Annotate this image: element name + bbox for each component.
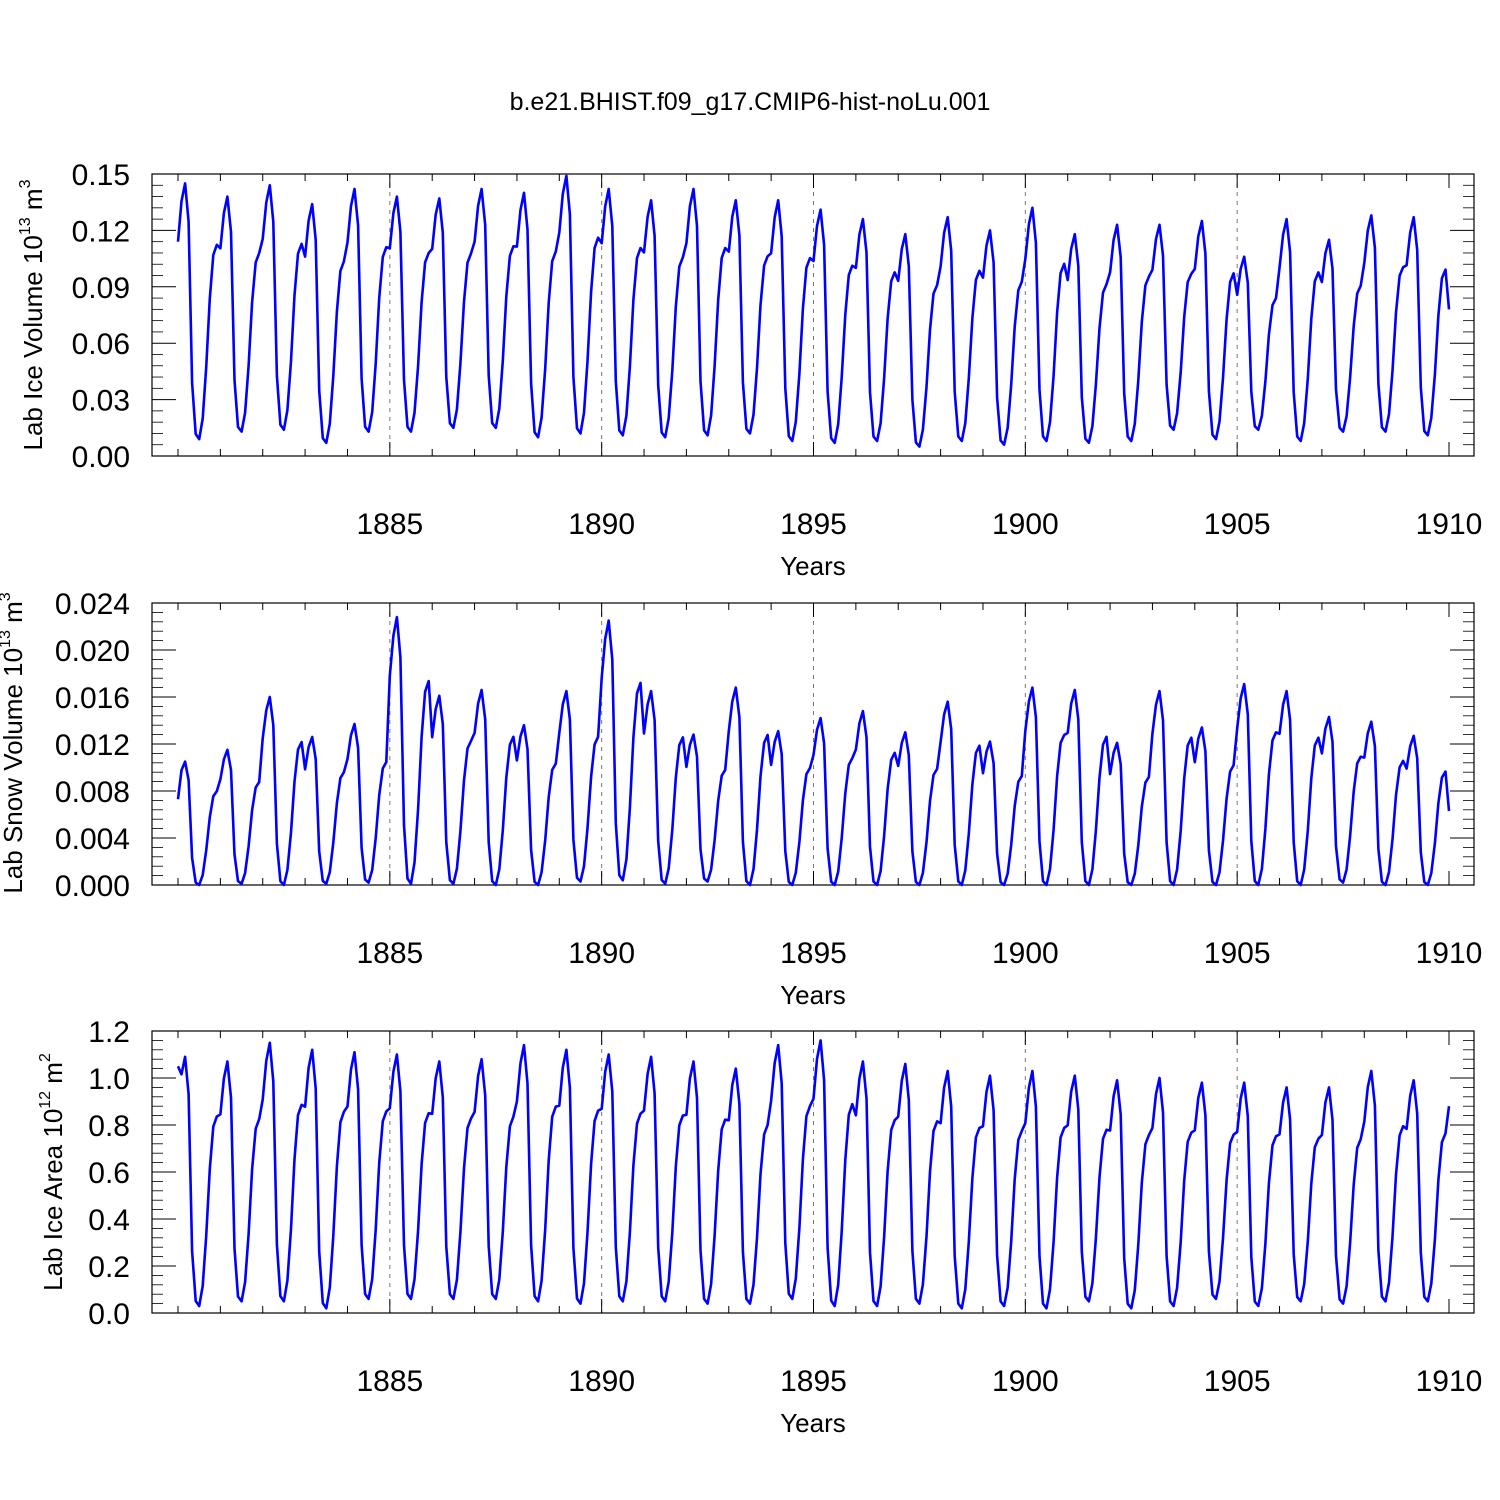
panel-ice-area-ylabel-exponent: 12	[37, 1091, 54, 1109]
panel-snow-volume-series-line	[176, 615, 1451, 887]
panel-ice-volume-xlabel: Years	[780, 551, 846, 581]
panel-ice-area-y-tick-label: 1.2	[88, 1016, 130, 1049]
panel-snow-volume-y-tick-label: 0.000	[55, 870, 130, 903]
panel-ice-area-series-line	[176, 1039, 1451, 1310]
panel-snow-volume-x-tick-label: 1890	[568, 937, 635, 970]
panel-ice-area-y-tick-label: 0.2	[88, 1251, 130, 1284]
panel-ice-area-y-tick-label: 1.0	[88, 1063, 130, 1096]
panel-snow-volume-ylabel-exponent: 13	[0, 630, 14, 648]
svg-text:Lab Snow Volume 1013 m3: Lab Snow Volume 1013 m3	[0, 592, 28, 893]
panel-ice-area-x-tick-label: 1885	[356, 1365, 423, 1398]
panel-snow-volume-y-tick-label: 0.012	[55, 729, 130, 762]
panel-ice-volume-x-tick-label: 1885	[356, 508, 423, 541]
panel-ice-area-y-tick-label: 0.8	[88, 1110, 130, 1143]
panel-ice-area-x-tick-label: 1890	[568, 1365, 635, 1398]
panel-ice-volume-y-tick-label: 0.12	[72, 215, 130, 248]
panel-ice-area-ylabel-text: Lab Ice Area 10	[38, 1109, 68, 1291]
panel-snow-volume-ylabel-text: Lab Snow Volume 10	[0, 648, 28, 894]
panel-ice-volume-y-tick-label: 0.15	[72, 159, 130, 192]
panel-snow-volume-ylabel-unit: m	[0, 601, 28, 630]
panel-snow-volume-x-tick-label: 1910	[1416, 937, 1483, 970]
panel-ice-area-ylabel: Lab Ice Area 1012 m2	[37, 1053, 68, 1291]
panel-snow-volume-ylabel-unit-exponent: 3	[0, 592, 14, 601]
panel-snow-volume-y-tick-label: 0.016	[55, 682, 130, 715]
panel-ice-volume-ylabel-exponent: 13	[17, 217, 34, 235]
panel-ice-volume-x-tick-label: 1895	[780, 508, 847, 541]
panel-ice-area: Lab Ice Area 1012 m2 Years 1885 1890 1895 1…	[37, 1016, 1482, 1438]
panel-ice-volume-y-tick-label: 0.09	[72, 272, 130, 305]
svg-text:Lab Ice Area 1012 m2: Lab Ice Area 1012 m2	[37, 1053, 68, 1291]
panel-ice-volume-x-tick-label: 1890	[568, 508, 635, 541]
panel-snow-volume-y-tick-label: 0.020	[55, 635, 130, 668]
panel-ice-volume-ylabel-unit: m	[18, 188, 48, 217]
panel-snow-volume-xlabel: Years	[780, 980, 846, 1010]
panel-ice-area-x-tick-label: 1900	[992, 1365, 1059, 1398]
panel-snow-volume-x-tick-label: 1895	[780, 937, 847, 970]
panel-ice-volume-series-line	[176, 174, 1451, 448]
panel-ice-area-x-tick-label: 1910	[1416, 1365, 1483, 1398]
panel-ice-volume-x-tick-label: 1910	[1416, 508, 1483, 541]
panel-ice-area-y-tick-label: 0.6	[88, 1157, 130, 1190]
panel-ice-area-y-tick-label: 0.0	[88, 1298, 130, 1331]
panel-ice-volume-y-tick-label: 0.00	[72, 441, 130, 474]
panel-ice-area-xlabel: Years	[780, 1408, 846, 1438]
panel-ice-volume-x-tick-label: 1900	[992, 508, 1059, 541]
panel-snow-volume-y-tick-label: 0.024	[55, 588, 130, 621]
svg-text:Lab Ice Volume 1013 m3: Lab Ice Volume 1013 m3	[17, 179, 48, 450]
panel-ice-area-y-tick-label: 0.4	[88, 1204, 130, 1237]
panel-ice-volume-y-tick-label: 0.03	[72, 385, 130, 418]
panel-ice-area-x-tick-label: 1895	[780, 1365, 847, 1398]
panel-ice-volume-ylabel-text: Lab Ice Volume 10	[18, 235, 48, 450]
panel-snow-volume-y-tick-label: 0.008	[55, 776, 130, 809]
panel-snow-volume-x-tick-label: 1905	[1204, 937, 1271, 970]
figure-title: b.e21.BHIST.f09_g17.CMIP6-hist-noLu.001	[510, 88, 991, 116]
panel-ice-volume: Lab Ice Volume 1013 m3 Years 1885 1890 189…	[17, 159, 1482, 581]
panel-ice-volume-ylabel-unit-exponent: 3	[17, 179, 34, 188]
panel-ice-volume-x-tick-label: 1905	[1204, 508, 1271, 541]
panel-snow-volume-x-tick-label: 1885	[356, 937, 423, 970]
panel-snow-volume-x-tick-label: 1900	[992, 937, 1059, 970]
panel-ice-volume-y-tick-label: 0.06	[72, 328, 130, 361]
panel-ice-area-ylabel-unit: m	[38, 1062, 68, 1091]
panel-ice-area-x-tick-label: 1905	[1204, 1365, 1271, 1398]
panel-ice-area-ylabel-unit-exponent: 2	[37, 1053, 54, 1062]
panel-snow-volume: Lab Snow Volume 1013 m3 Years 1885 1890 18…	[0, 588, 1482, 1010]
panel-ice-volume-ylabel: Lab Ice Volume 1013 m3	[17, 179, 48, 450]
panel-snow-volume-ylabel: Lab Snow Volume 1013 m3	[0, 592, 28, 893]
panel-snow-volume-y-tick-label: 0.004	[55, 823, 130, 856]
